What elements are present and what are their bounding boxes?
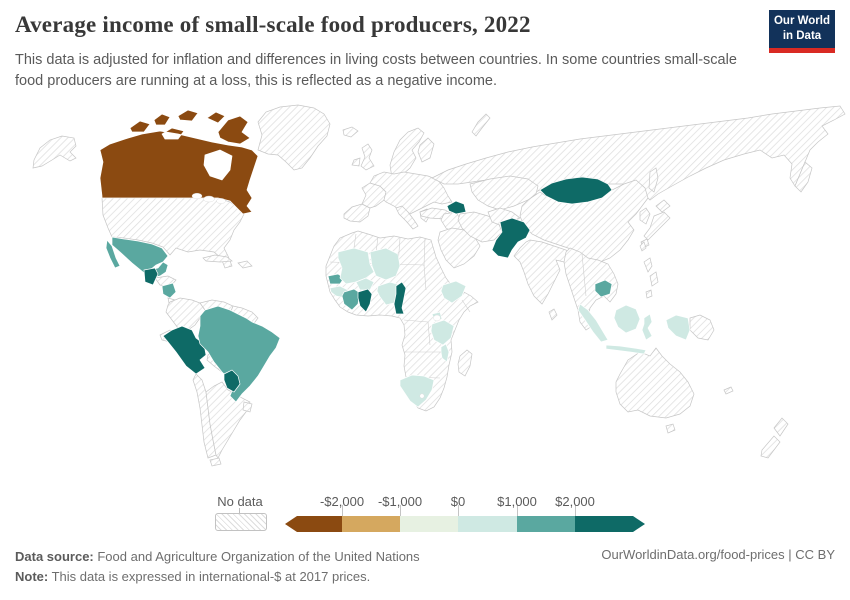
legend-tickmark <box>400 505 401 516</box>
legend-tick-label: -$2,000 <box>319 494 365 509</box>
country-south-africa[interactable] <box>399 374 435 408</box>
country-cambodia[interactable] <box>594 279 613 298</box>
no-data-layer <box>32 104 846 467</box>
legend-tickmark <box>342 505 343 516</box>
country-ireland[interactable] <box>351 157 361 167</box>
country-papua-new-guinea[interactable] <box>689 314 715 341</box>
country-cuba[interactable] <box>202 254 233 263</box>
lake-victoria <box>433 314 441 322</box>
country-niger[interactable] <box>369 247 401 281</box>
note-text: This data is expressed in international-… <box>48 568 371 584</box>
country-taiwan[interactable] <box>639 241 647 252</box>
legend-tickmark <box>458 505 459 516</box>
country-italy[interactable] <box>395 205 419 230</box>
data-source-label: Data source: <box>15 549 94 564</box>
legend-tick-label: $2,000 <box>555 494 595 509</box>
note-label: Note: <box>15 568 49 584</box>
data-source-line: Data source: Food and Agriculture Organi… <box>15 547 420 567</box>
no-data-label: No data <box>217 494 263 509</box>
owid-logo-line2: in Data <box>782 30 822 42</box>
data-source-text: Food and Agriculture Organization of the… <box>93 549 420 564</box>
country-madagascar[interactable] <box>457 349 473 377</box>
great-lake-mid <box>203 195 215 203</box>
note-line: Note: This data is expressed in internat… <box>15 567 420 587</box>
legend-tick-label: $1,000 <box>497 494 537 509</box>
country-uk[interactable] <box>360 143 375 171</box>
country-indonesia[interactable] <box>577 303 691 355</box>
chart-subtitle: This data is adjusted for inflation and … <box>15 52 737 90</box>
footer-notes: Data source: Food and Agriculture Organi… <box>15 547 420 586</box>
owid-logo-line1: Our World <box>773 15 830 28</box>
owid-logo[interactable]: Our World in Data <box>769 10 835 53</box>
country-greenland[interactable] <box>257 104 331 171</box>
legend-bin-3[interactable] <box>458 516 517 532</box>
island-novaya-zemlya[interactable] <box>471 113 491 137</box>
great-lake-west <box>191 192 203 199</box>
country-new-zealand[interactable] <box>760 417 789 459</box>
region-iberia[interactable] <box>343 203 371 223</box>
region-arabia[interactable] <box>437 227 481 269</box>
island-new-caledonia[interactable] <box>723 386 734 395</box>
country-philippines[interactable] <box>643 257 659 299</box>
country-azerbaijan[interactable] <box>446 200 467 215</box>
country-uruguay[interactable] <box>242 401 253 413</box>
colored-layer <box>99 109 691 408</box>
country-mexico[interactable] <box>105 236 169 279</box>
country-nicaragua[interactable] <box>161 282 177 299</box>
legend-bin-1[interactable] <box>342 516 400 532</box>
country-japan[interactable] <box>640 199 671 249</box>
no-data-swatch[interactable] <box>215 513 267 531</box>
legend-bin-4[interactable] <box>517 516 575 532</box>
legend-bin-2[interactable] <box>400 516 458 532</box>
country-ethiopia[interactable] <box>440 280 467 304</box>
island-sakhalin[interactable] <box>648 167 659 193</box>
attribution-link[interactable]: OurWorldinData.org/food-prices | CC BY <box>601 547 835 562</box>
country-australia[interactable] <box>615 347 695 419</box>
country-argentina[interactable] <box>205 381 251 459</box>
country-korea[interactable] <box>639 207 651 225</box>
country-brazil[interactable] <box>197 305 281 403</box>
no-data-tick <box>239 508 240 513</box>
country-cameroon[interactable] <box>393 281 407 315</box>
island-tasmania[interactable] <box>665 423 676 434</box>
country-india[interactable] <box>513 239 573 305</box>
country-sri-lanka[interactable] <box>548 308 558 321</box>
country-burkina-faso[interactable] <box>355 277 375 291</box>
legend-colorbar: -$2,000 -$1,000 $0 $1,000 $2,000 <box>285 494 645 532</box>
country-iceland[interactable] <box>342 126 359 138</box>
legend-tickmark <box>517 505 518 516</box>
country-malawi[interactable] <box>440 343 450 363</box>
region-scandinavia[interactable] <box>389 127 425 179</box>
country-finland[interactable] <box>417 137 435 163</box>
country-colombia[interactable] <box>165 297 206 331</box>
legend-tick-label: $0 <box>450 494 466 509</box>
country-canada[interactable] <box>99 109 259 215</box>
country-paraguay[interactable] <box>223 369 241 393</box>
country-guatemala[interactable] <box>143 267 159 286</box>
country-pakistan[interactable] <box>491 217 531 259</box>
country-tierra-del-fuego[interactable] <box>209 457 222 467</box>
page-title: Average income of small-scale food produ… <box>15 12 531 37</box>
legend-bin-5[interactable] <box>575 516 645 532</box>
country-mongolia[interactable] <box>539 176 613 205</box>
great-lake-east <box>216 198 226 204</box>
region-central-europe[interactable] <box>369 171 453 215</box>
legend-tickmark <box>575 505 576 516</box>
lakes-layer <box>191 192 441 399</box>
lesotho-enclave <box>419 393 425 399</box>
legend-bin-0[interactable] <box>285 516 342 532</box>
country-tanzania[interactable] <box>430 319 455 346</box>
legend-tick-label: -$1,000 <box>377 494 423 509</box>
country-ghana[interactable] <box>357 288 373 313</box>
region-se-asia-mainland[interactable] <box>563 247 619 331</box>
country-cote-divoire[interactable] <box>341 288 361 311</box>
region-kamchatka[interactable] <box>794 161 813 193</box>
country-usa[interactable] <box>101 197 245 269</box>
country-peru[interactable] <box>162 325 207 375</box>
country-alaska-usa[interactable] <box>32 135 77 169</box>
country-hispaniola[interactable] <box>237 260 253 269</box>
